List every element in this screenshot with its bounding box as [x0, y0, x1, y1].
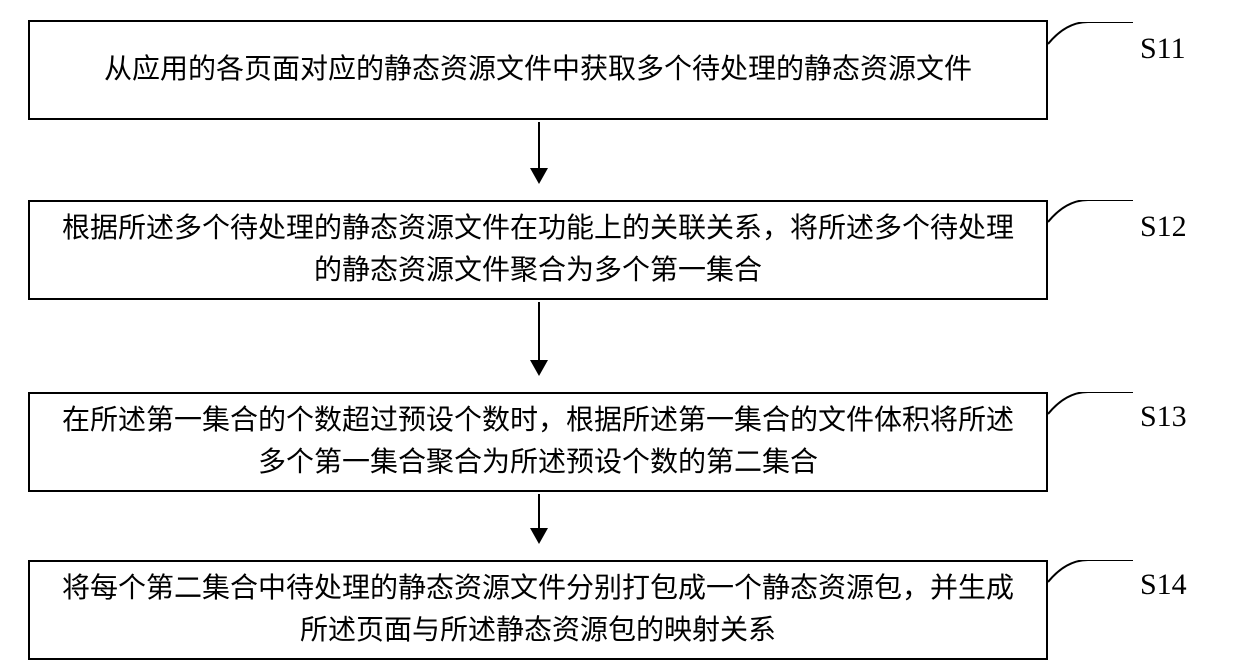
flow-step-s11: 从应用的各页面对应的静态资源文件中获取多个待处理的静态资源文件 — [28, 20, 1048, 120]
step-label-s12-text: S12 — [1140, 210, 1187, 243]
connector-s13 — [1048, 392, 1138, 432]
flow-step-s12: 根据所述多个待处理的静态资源文件在功能上的关联关系，将所述多个待处理的静态资源文… — [28, 200, 1048, 300]
connector-s12 — [1048, 200, 1138, 240]
step-label-s11-text: S11 — [1140, 32, 1186, 65]
step-label-s13-text: S13 — [1140, 400, 1187, 433]
flow-step-s13: 在所述第一集合的个数超过预设个数时，根据所述第一集合的文件体积将所述多个第一集合… — [28, 392, 1048, 492]
flowchart-container: 从应用的各页面对应的静态资源文件中获取多个待处理的静态资源文件 S11 根据所述… — [0, 0, 1240, 672]
arrow-s13-s14 — [538, 494, 540, 542]
step-label-s13: S13 — [1140, 400, 1187, 434]
step-label-s11: S11 — [1140, 32, 1186, 66]
flow-step-s12-text: 根据所述多个待处理的静态资源文件在功能上的关联关系，将所述多个待处理的静态资源文… — [50, 208, 1026, 292]
arrow-s11-s12 — [538, 122, 540, 182]
step-label-s14-text: S14 — [1140, 568, 1187, 601]
arrow-s12-s13 — [538, 302, 540, 374]
flow-step-s13-text: 在所述第一集合的个数超过预设个数时，根据所述第一集合的文件体积将所述多个第一集合… — [50, 400, 1026, 484]
flow-step-s14: 将每个第二集合中待处理的静态资源文件分别打包成一个静态资源包，并生成所述页面与所… — [28, 560, 1048, 660]
step-label-s14: S14 — [1140, 568, 1187, 602]
connector-s11 — [1048, 22, 1138, 62]
flow-step-s11-text: 从应用的各页面对应的静态资源文件中获取多个待处理的静态资源文件 — [104, 49, 972, 91]
step-label-s12: S12 — [1140, 210, 1187, 244]
flow-step-s14-text: 将每个第二集合中待处理的静态资源文件分别打包成一个静态资源包，并生成所述页面与所… — [50, 568, 1026, 652]
connector-s14 — [1048, 560, 1138, 600]
